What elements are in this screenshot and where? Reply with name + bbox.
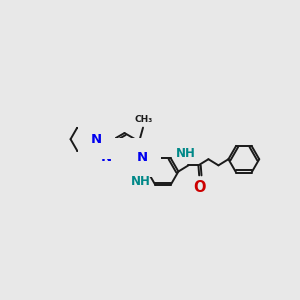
Text: N: N [137, 151, 148, 164]
Text: O: O [194, 180, 206, 195]
Text: CH₃: CH₃ [135, 115, 153, 124]
Text: NH: NH [176, 147, 196, 160]
Text: N: N [91, 133, 102, 146]
Text: NH: NH [131, 175, 151, 188]
Text: N: N [101, 151, 112, 164]
